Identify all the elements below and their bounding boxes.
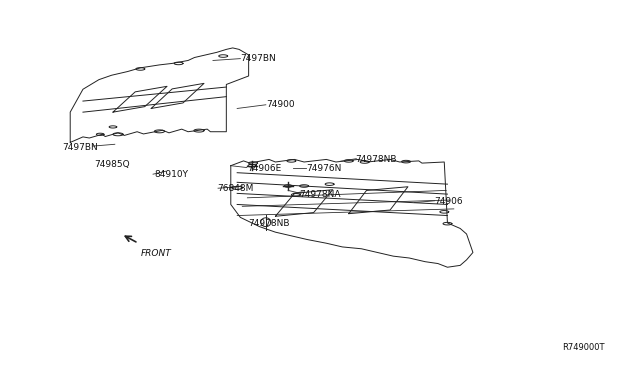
Text: FRONT: FRONT (140, 249, 171, 258)
Text: 74900: 74900 (266, 100, 294, 109)
Text: 7497BN: 7497BN (62, 143, 98, 152)
Text: 76848M: 76848M (217, 185, 253, 193)
Text: 74985Q: 74985Q (94, 160, 129, 169)
Text: R749000T: R749000T (562, 343, 605, 352)
Text: 74976N: 74976N (306, 164, 341, 173)
Text: 74978NB: 74978NB (355, 155, 397, 164)
Text: 7497BN: 7497BN (241, 54, 276, 63)
Text: 74906E: 74906E (246, 164, 281, 173)
Text: 84910Y: 84910Y (154, 170, 188, 179)
Text: 74978NB: 74978NB (248, 219, 290, 228)
Text: 74906: 74906 (435, 197, 463, 206)
Text: 74978NA: 74978NA (300, 190, 341, 199)
